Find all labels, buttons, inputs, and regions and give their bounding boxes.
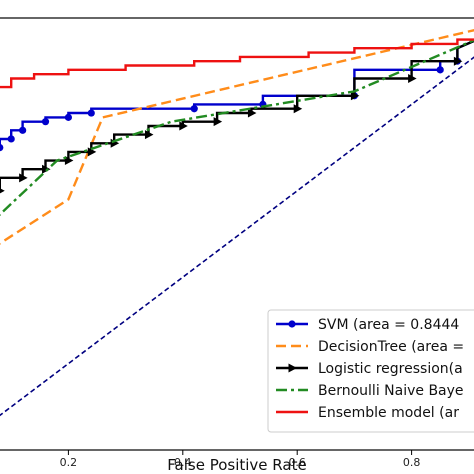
data-point-logistic-regression-a xyxy=(350,91,360,101)
x-axis-title: False Positive Rate xyxy=(167,456,306,474)
x-tick-label: 0.2 xyxy=(60,456,78,469)
data-point-logistic-regression-a xyxy=(64,156,74,166)
series-decisiontree-area xyxy=(0,28,474,245)
data-point-logistic-regression-a xyxy=(408,73,417,83)
data-point-logistic-regression-a xyxy=(144,130,154,140)
data-point-logistic-regression-a xyxy=(179,121,188,131)
data-point-svm-area-0-8444 xyxy=(436,66,444,74)
legend: SVM (area = 0.8444 DecisionTree (area = Lo… xyxy=(267,309,474,433)
x-tick-label: 0.8 xyxy=(403,456,421,469)
data-point-logistic-regression-a xyxy=(213,117,223,127)
legend-label: Bernoulli Naive Baye xyxy=(318,383,464,399)
data-point-logistic-regression-a xyxy=(247,108,257,118)
legend-box xyxy=(267,309,474,433)
series-line-bernoulli-naive-baye xyxy=(0,38,474,217)
data-point-logistic-regression-a xyxy=(0,188,5,194)
data-point-logistic-regression-a xyxy=(453,56,463,66)
legend-marker xyxy=(288,320,296,328)
legend-entry: Logistic regression(a xyxy=(276,361,463,377)
plot-area xyxy=(0,17,474,451)
data-point-logistic-regression-a xyxy=(19,173,28,183)
x-tick-label: 0.4 xyxy=(174,456,192,469)
data-point-svm-area-0-8444 xyxy=(190,105,198,113)
series-line-ensemble-model-ar xyxy=(0,38,474,89)
series-bernoulli-naive-baye xyxy=(0,38,474,217)
data-point-svm-area-0-8444 xyxy=(0,144,4,152)
series-line-svm-area-0-8444 xyxy=(0,39,474,149)
x-tick-label: 0.6 xyxy=(288,456,306,469)
data-point-svm-area-0-8444 xyxy=(87,109,95,117)
series-layer xyxy=(0,28,474,417)
data-point-svm-area-0-8444 xyxy=(19,126,27,134)
legend-label: SVM (area = 0.8444 xyxy=(318,317,459,333)
legend-entry: SVM (area = 0.8444 xyxy=(276,317,459,333)
legend-label: DecisionTree (area = xyxy=(318,339,464,355)
series-line-decisiontree-area xyxy=(0,28,474,245)
data-point-svm-area-0-8444 xyxy=(64,113,72,121)
legend-label: Ensemble model (ar xyxy=(318,405,459,421)
legend-entry: Bernoulli Naive Baye xyxy=(276,383,464,399)
legend-entry: DecisionTree (area = xyxy=(276,339,464,355)
x-axis: 0.20.40.60.81.0 xyxy=(60,450,421,469)
plot-frame xyxy=(0,17,474,451)
legend-label: Logistic regression(a xyxy=(318,361,463,377)
data-point-logistic-regression-a xyxy=(293,104,303,114)
series-ensemble-model-ar xyxy=(0,38,474,89)
data-point-svm-area-0-8444 xyxy=(41,118,50,126)
legend-items: SVM (area = 0.8444 DecisionTree (area = Lo… xyxy=(276,317,464,421)
data-point-svm-area-0-8444 xyxy=(7,135,15,143)
legend-marker xyxy=(288,363,297,373)
data-point-logistic-regression-a xyxy=(87,147,97,157)
legend-entry: Ensemble model (ar xyxy=(276,405,459,421)
